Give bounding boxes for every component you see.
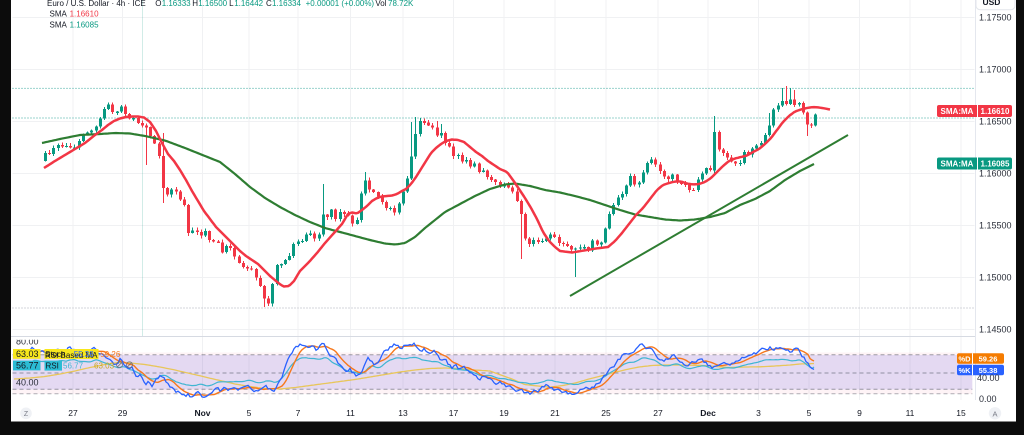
svg-text:C: C	[266, 0, 272, 8]
svg-text:59.26: 59.26	[100, 350, 121, 359]
svg-text:1.16334: 1.16334	[272, 0, 301, 8]
svg-text:A: A	[992, 409, 997, 418]
svg-text:13: 13	[398, 408, 408, 418]
svg-text:Z: Z	[24, 411, 29, 418]
svg-text:RSI Based MA: RSI Based MA	[45, 351, 98, 360]
svg-text:7: 7	[296, 408, 301, 418]
svg-text:19: 19	[499, 408, 509, 418]
svg-text:USD: USD	[983, 0, 1001, 7]
svg-text:1.14500: 1.14500	[979, 325, 1012, 335]
svg-text:Nov: Nov	[194, 408, 210, 418]
svg-text:78.72K: 78.72K	[388, 0, 414, 8]
svg-text:55.38: 55.38	[74, 350, 95, 359]
svg-text:O: O	[155, 0, 161, 8]
svg-text:1.15500: 1.15500	[979, 221, 1012, 231]
svg-text:0.00: 0.00	[979, 394, 997, 404]
svg-text:1.16610: 1.16610	[70, 9, 99, 18]
svg-text:17: 17	[449, 408, 459, 418]
svg-text:56.77: 56.77	[63, 361, 84, 370]
svg-text:Euro / U.S. Dollar · 4h · ICE: Euro / U.S. Dollar · 4h · ICE	[47, 0, 146, 8]
svg-text:80.00: 80.00	[16, 337, 39, 347]
svg-text:3: 3	[756, 408, 761, 418]
svg-text:40.00: 40.00	[977, 373, 1000, 383]
svg-text:27: 27	[653, 408, 663, 418]
svg-text:25: 25	[601, 408, 611, 418]
svg-text:1.16500: 1.16500	[198, 0, 227, 8]
svg-text:29: 29	[118, 408, 128, 418]
svg-text:RSI: RSI	[46, 361, 59, 370]
svg-text:1.16442: 1.16442	[234, 0, 263, 8]
svg-text:H: H	[192, 0, 198, 8]
svg-text:11: 11	[906, 408, 915, 418]
svg-text:L: L	[229, 0, 234, 8]
svg-text:1.17000: 1.17000	[979, 65, 1012, 75]
svg-text:Vol: Vol	[375, 0, 386, 8]
svg-text:Dec: Dec	[700, 408, 716, 418]
svg-text:1.16085: 1.16085	[981, 160, 1010, 169]
svg-text:%D: %D	[958, 354, 971, 363]
svg-text:SMA: SMA	[50, 21, 68, 30]
svg-text:5: 5	[807, 408, 812, 418]
svg-text:63.03: 63.03	[94, 361, 115, 370]
svg-text:1.15000: 1.15000	[979, 273, 1012, 283]
svg-text:SMA: SMA	[50, 9, 68, 18]
svg-text:Stoch: Stoch	[45, 350, 65, 359]
svg-text:%K: %K	[958, 366, 971, 375]
svg-text:56.77: 56.77	[16, 360, 39, 370]
svg-text:SMA:MA: SMA:MA	[941, 160, 974, 169]
svg-text:11: 11	[346, 408, 355, 418]
svg-text:9: 9	[857, 408, 862, 418]
svg-text:27: 27	[68, 408, 78, 418]
svg-text:63.03: 63.03	[16, 349, 39, 359]
svg-text:1.16000: 1.16000	[979, 169, 1012, 179]
svg-text:59.26: 59.26	[979, 354, 998, 363]
svg-text:SMA:MA: SMA:MA	[941, 107, 974, 116]
svg-text:1.17500: 1.17500	[979, 13, 1012, 23]
svg-text:1.16085: 1.16085	[70, 21, 99, 30]
svg-text:21: 21	[550, 408, 560, 418]
svg-text:+0.00001 (+0.00%): +0.00001 (+0.00%)	[306, 0, 375, 8]
svg-text:1.16500: 1.16500	[979, 117, 1012, 127]
svg-text:1.16333: 1.16333	[162, 0, 191, 8]
svg-text:40.00: 40.00	[16, 378, 39, 388]
svg-text:55.38: 55.38	[979, 366, 998, 375]
svg-text:15: 15	[956, 408, 966, 418]
svg-text:1.16610: 1.16610	[981, 107, 1010, 116]
svg-text:5: 5	[247, 408, 252, 418]
